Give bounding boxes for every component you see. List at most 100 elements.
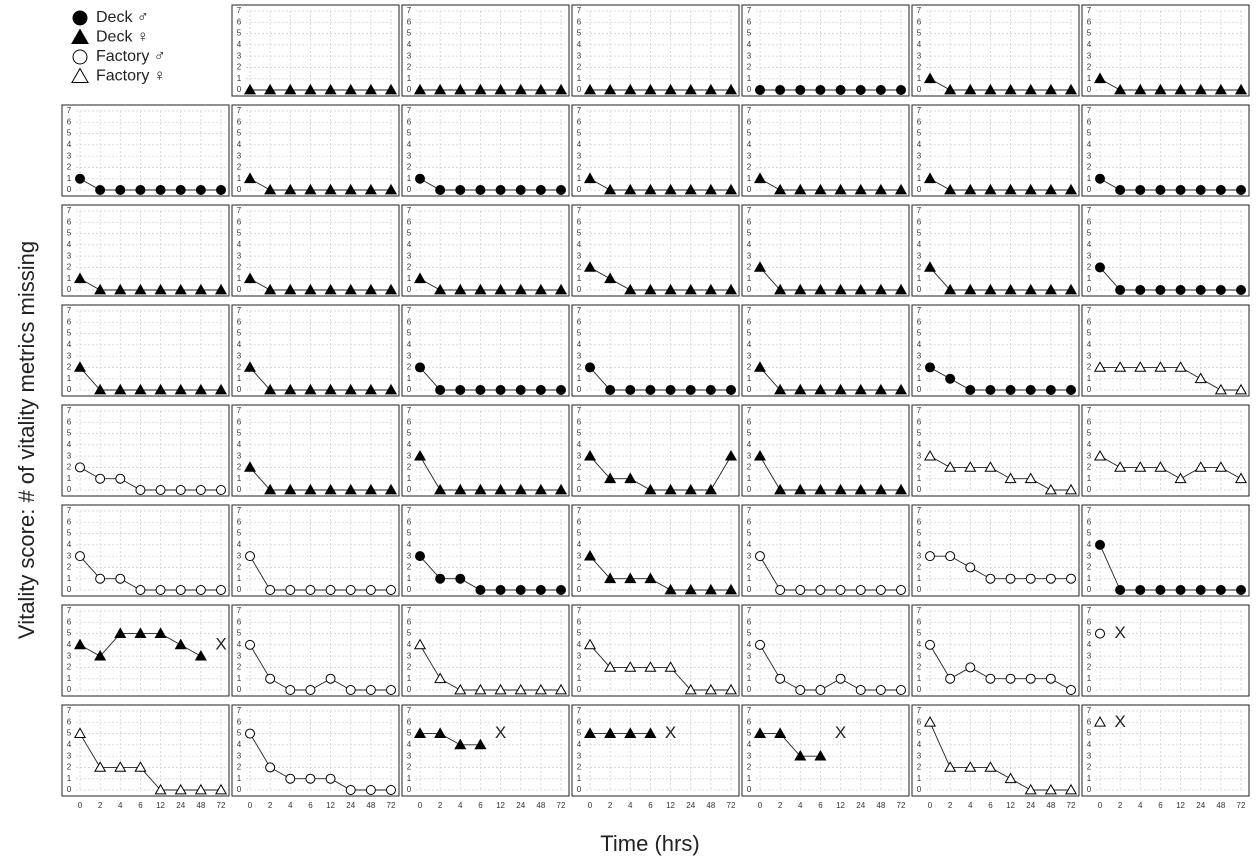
y-tick-label: 3: [577, 751, 582, 760]
x-tick-label: 48: [1046, 801, 1055, 810]
data-point: [345, 685, 356, 695]
data-point: [155, 185, 166, 195]
y-tick-label: 6: [577, 117, 582, 126]
legend-marker: [72, 10, 88, 26]
data-point: [195, 185, 206, 195]
series-line: [420, 733, 481, 746]
panel-background: [62, 605, 229, 696]
data-point: [684, 183, 697, 195]
data-point: [625, 385, 636, 395]
y-tick-label: 6: [67, 317, 72, 326]
data-point: [1214, 83, 1227, 95]
data-point: [434, 672, 447, 684]
data-point: [386, 785, 396, 795]
data-point: [515, 585, 526, 595]
data-point: [684, 683, 697, 695]
data-point: [1045, 573, 1056, 584]
y-tick-label: 1: [237, 474, 242, 483]
y-tick-label: 6: [67, 517, 72, 526]
data-point: [195, 585, 206, 595]
data-point: [434, 83, 447, 95]
panel-background: [912, 405, 1079, 496]
x-tick-label: 12: [156, 801, 165, 810]
x-tick-label: 72: [1237, 801, 1246, 810]
panel-background: [742, 205, 909, 296]
y-tick-label: 3: [917, 451, 922, 460]
data-point: [73, 361, 87, 372]
data-point: [1234, 472, 1248, 484]
x-tick-label: 12: [836, 801, 845, 810]
data-point: [1095, 262, 1105, 273]
data-point: [413, 272, 427, 284]
y-tick-label: 5: [917, 129, 922, 138]
data-point: [494, 283, 507, 295]
panel: 0 1 2 3 4 5 6 7: [61, 104, 230, 197]
y-tick-label: 7: [577, 106, 582, 115]
data-point: [644, 483, 657, 495]
data-point: [965, 562, 976, 573]
y-tick-label: 5: [237, 529, 242, 538]
y-tick-label: 2: [577, 763, 582, 772]
data-point: [875, 585, 886, 595]
data-point: [1195, 285, 1206, 295]
y-tick-label: 6: [407, 117, 412, 126]
x-tick-label: 48: [876, 801, 885, 810]
data-point: [1115, 185, 1126, 195]
data-point: [114, 283, 127, 295]
y-tick-label: 6: [917, 717, 922, 726]
data-point: [94, 383, 107, 395]
data-point: [1195, 185, 1206, 195]
x-tick-label: 24: [686, 801, 695, 810]
data-point: [1045, 673, 1056, 684]
data-point: [284, 483, 297, 495]
data-point: [753, 727, 767, 738]
data-point: [1004, 772, 1017, 784]
data-point: [495, 585, 506, 595]
y-tick-label: 3: [577, 351, 582, 360]
panel-background: [572, 305, 739, 396]
data-point: [583, 727, 597, 738]
data-point: [475, 585, 486, 595]
y-tick-label: 5: [67, 429, 72, 438]
data-point: [624, 661, 637, 672]
y-tick-label: 6: [577, 417, 582, 426]
y-tick-label: 6: [747, 717, 752, 726]
data-point: [1135, 185, 1146, 195]
y-tick-label: 5: [917, 629, 922, 638]
x-tick-label: 24: [1196, 801, 1205, 810]
y-tick-label: 3: [747, 351, 752, 360]
y-tick-label: 0: [917, 85, 922, 94]
y-tick-label: 6: [237, 317, 242, 326]
y-tick-label: 7: [407, 606, 412, 615]
y-tick-label: 5: [67, 229, 72, 238]
y-tick-label: 6: [1087, 217, 1092, 226]
panel: 0 1 2 3 4 5 6 7: [1081, 4, 1250, 97]
y-tick-label: 4: [747, 140, 752, 149]
panel-frame: [401, 4, 570, 97]
data-point: [194, 383, 207, 395]
x-tick-label: 72: [387, 801, 396, 810]
y-tick-label: 6: [577, 617, 582, 626]
y-tick-label: 6: [577, 317, 582, 326]
y-tick-label: 2: [917, 763, 922, 772]
y-tick-label: 0: [407, 185, 412, 194]
data-point: [264, 383, 277, 395]
y-tick-label: 4: [747, 540, 752, 549]
data-point: [894, 183, 908, 195]
y-tick-label: 2: [407, 763, 412, 772]
data-point: [214, 283, 228, 295]
data-point: [753, 261, 767, 272]
y-tick-label: 5: [747, 229, 752, 238]
data-point: [1025, 385, 1036, 395]
y-tick-label: 4: [917, 140, 922, 149]
y-tick-label: 2: [1087, 63, 1092, 72]
y-tick-label: 0: [407, 485, 412, 494]
data-point: [664, 661, 677, 672]
data-point: [1174, 472, 1187, 484]
y-tick-label: 1: [747, 274, 752, 283]
data-point: [854, 383, 867, 395]
data-point: [114, 761, 127, 772]
data-point: [174, 783, 187, 795]
data-point: [434, 727, 447, 738]
data-point: [923, 72, 937, 84]
